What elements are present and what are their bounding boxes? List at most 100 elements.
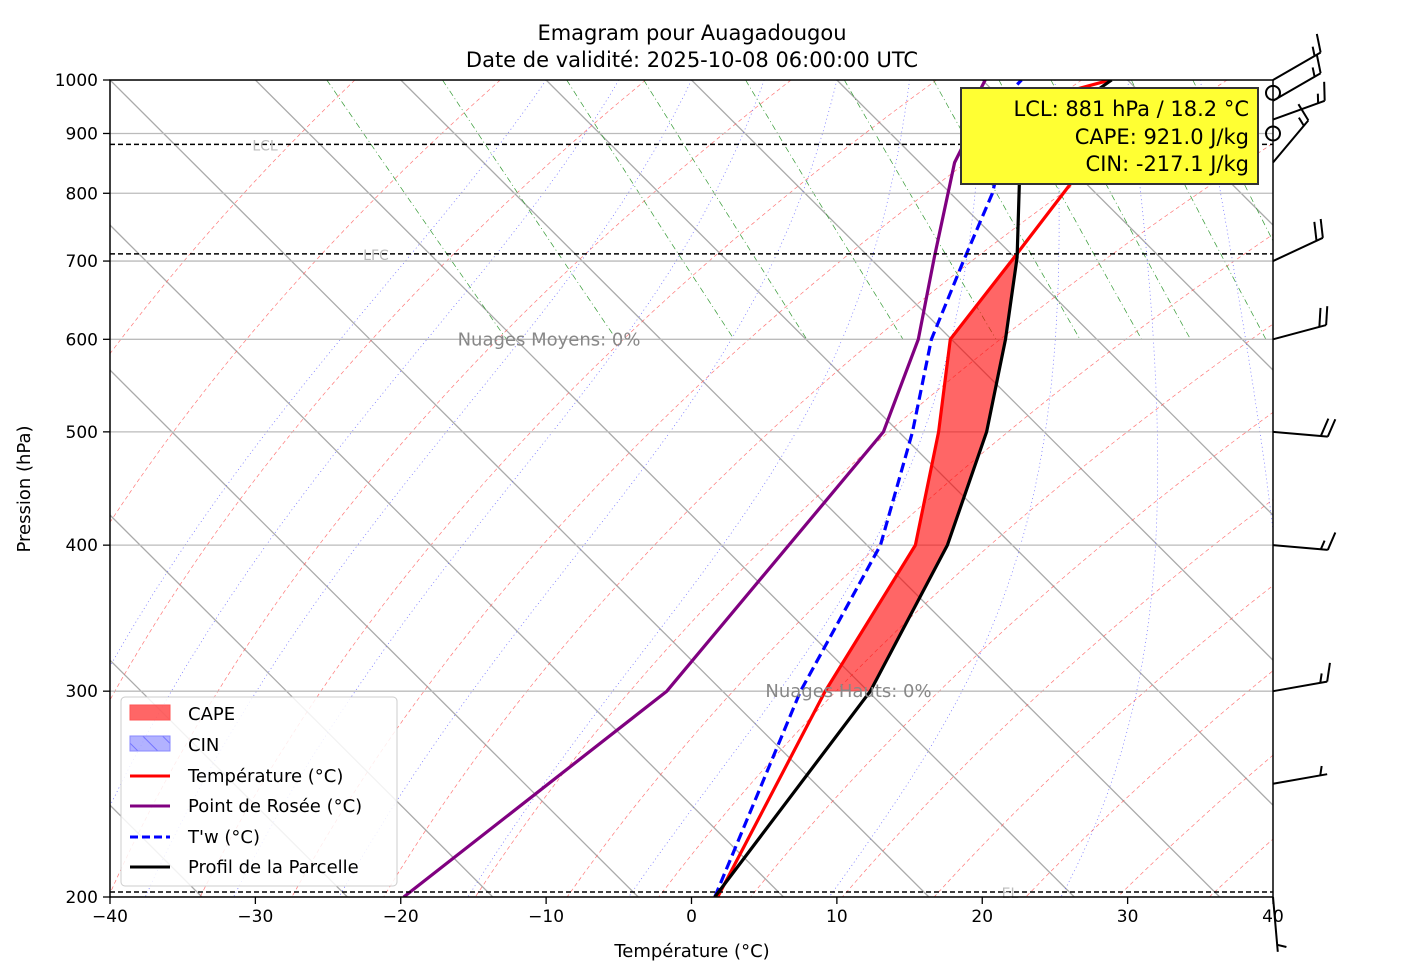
- dry-adiabat-line: [1208, 838, 1273, 897]
- wind-barb-half: [1276, 943, 1287, 948]
- wind-barb-half: [1319, 540, 1326, 550]
- dry-adiabat-line: [658, 323, 1273, 897]
- wind-barb-half: [1319, 765, 1323, 776]
- y-tick-label: 1000: [55, 71, 98, 91]
- y-axis-label: Pression (hPa): [14, 425, 35, 552]
- dry-adiabat-line: [1378, 80, 1404, 910]
- moist-adiabat-line: [1060, 80, 1159, 897]
- wind-barb-half: [1311, 67, 1316, 77]
- x-tick-label: 10: [826, 907, 848, 927]
- wind-barb-half: [1298, 117, 1305, 127]
- x-tick-label: 40: [1262, 907, 1284, 927]
- wind-barb-staff: [1272, 896, 1279, 952]
- wind-barb-flag: [1297, 103, 1310, 121]
- level-label-el: EL: [1002, 886, 1019, 902]
- y-tick-label: 500: [66, 423, 98, 443]
- mixing-ratio-line: [933, 80, 1081, 340]
- x-tick-label: 30: [1117, 907, 1139, 927]
- wind-barbs: [1265, 33, 1337, 952]
- dry-adiabat-line: [933, 585, 1273, 897]
- dry-adiabat-line: [110, 80, 356, 355]
- isotherm-line: [1272, 80, 1273, 81]
- x-tick-label: 20: [971, 907, 993, 927]
- wind-barb-calm: [1265, 125, 1281, 142]
- dewpoint-line: [402, 80, 987, 897]
- info-box: LCL: 881 hPa / 18.2 °C CAPE: 921.0 J/kg …: [960, 87, 1259, 185]
- temperature-line: [716, 80, 1121, 897]
- dry-adiabat-line: [1117, 754, 1273, 897]
- wind-barb-staff: [1272, 99, 1326, 121]
- wind-barb-flag: [1313, 221, 1318, 241]
- cape-area: [825, 258, 1017, 692]
- chart-title: Emagram pour Auagadougou: [537, 21, 846, 45]
- dry-adiabat-line: [1025, 670, 1273, 897]
- wind-barb-staff: [1272, 72, 1322, 102]
- isotherm-line: [691, 80, 1273, 662]
- y-tick-label: 300: [66, 682, 98, 702]
- wind-barb-staff: [1272, 119, 1310, 164]
- dry-adiabat-line: [110, 80, 646, 701]
- moist-adiabat-line: [338, 80, 838, 897]
- wind-barb-flag: [1315, 54, 1322, 74]
- wind-barb-flag: [1323, 81, 1326, 101]
- chart-subtitle: Date de validité: 2025-10-08 06:00:00 UT…: [466, 48, 918, 72]
- isotherm-line: [110, 80, 930, 897]
- x-tick-label: −10: [528, 907, 564, 927]
- wind-barb-staff: [1272, 773, 1328, 785]
- level-label-lfc: LFC: [363, 248, 389, 264]
- dry-adiabat-line: [199, 80, 937, 897]
- wind-barb-flag: [1326, 418, 1337, 438]
- y-tick-label: 700: [66, 252, 98, 272]
- legend-swatch-cape: [129, 704, 171, 721]
- parcel-profile-line: [713, 80, 1113, 897]
- legend-box: [120, 696, 398, 887]
- isotherm-line: [1127, 80, 1273, 226]
- y-tick-label: 200: [66, 888, 98, 908]
- wind-barb-flag: [1326, 532, 1337, 551]
- wind-barb-staff: [1272, 430, 1328, 438]
- cloud-annotation: Nuages Moyens: 0%: [458, 329, 641, 350]
- legend-swatch-cin: [129, 735, 171, 752]
- x-tick-label: −40: [92, 907, 128, 927]
- y-tick-label: 600: [66, 330, 98, 350]
- legend-label-dewpoint: Point de Rosée (°C): [188, 796, 362, 817]
- x-axis-label: Température (°C): [613, 941, 769, 962]
- dry-adiabat-line: [841, 499, 1273, 897]
- y-tick-label: 900: [66, 124, 98, 144]
- info-lcl: LCL: 881 hPa / 18.2 °C: [1014, 97, 1250, 121]
- y-tick-label: 400: [66, 536, 98, 556]
- wind-barb-staff: [1272, 51, 1322, 81]
- wind-barb-staff: [1272, 324, 1327, 341]
- cape-cin-fills: [825, 103, 1119, 692]
- wind-barb-half: [1319, 673, 1323, 683]
- legend-label-tw: T'w (°C): [187, 827, 260, 848]
- y-tick-label: 800: [66, 184, 98, 204]
- wind-barb-staff: [1272, 680, 1328, 693]
- legend: CAPE CIN Température (°C) Point de Rosée…: [120, 696, 398, 887]
- mixing-ratio-line: [326, 80, 507, 340]
- dry-adiabat-line: [110, 80, 501, 523]
- dry-adiabat-line: [1287, 80, 1404, 910]
- wind-barb-staff: [1272, 236, 1324, 262]
- profile-lines: [402, 80, 1121, 897]
- moist-adiabat-line: [1272, 80, 1273, 82]
- wet-bulb-line: [713, 80, 1023, 897]
- wind-barb-half: [1311, 46, 1316, 57]
- mixing-ratio-line: [643, 80, 808, 340]
- axes: −40 −30 −20 −10 0 10 20 30 40 1000 900 800 700 600 500…: [55, 71, 1284, 927]
- isotherm-line: [110, 224, 784, 897]
- dry-adiabat-line: [383, 80, 1228, 897]
- wind-barb-flag: [1318, 307, 1322, 327]
- isotherm-line: [254, 80, 1075, 897]
- legend-label-cape: CAPE: [188, 704, 235, 725]
- moist-adiabat-line: [1199, 80, 1273, 534]
- wind-barb-staff: [1272, 544, 1328, 551]
- legend-label-temperature: Température (°C): [187, 766, 343, 787]
- wind-barb-flag: [1326, 662, 1331, 682]
- dry-adiabat-line: [750, 411, 1273, 897]
- isotherm-line: [400, 80, 1221, 897]
- legend-label-cin: CIN: [188, 735, 219, 756]
- x-tick-label: −30: [237, 907, 273, 927]
- wind-barb-calm: [1265, 84, 1281, 101]
